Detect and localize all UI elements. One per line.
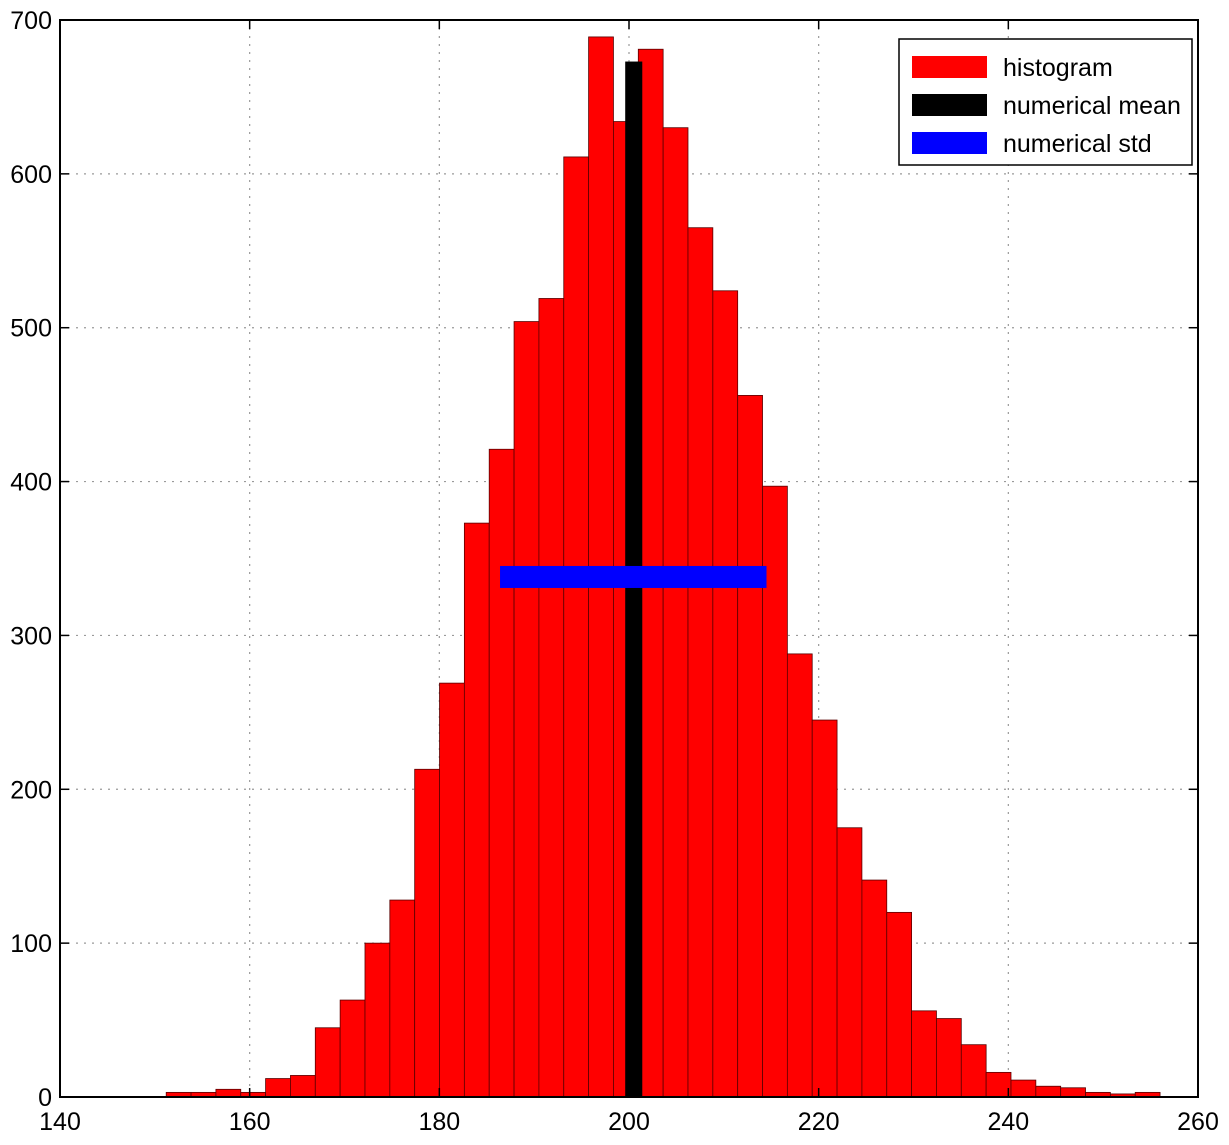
x-tick-label: 160 (229, 1108, 271, 1136)
histogram-bars (165, 36, 1161, 1098)
x-tick-label: 140 (39, 1108, 81, 1136)
histogram-bar (911, 1010, 937, 1098)
legend-swatch (912, 132, 987, 154)
histogram-bar (712, 290, 739, 1098)
y-tick-label: 500 (10, 315, 52, 343)
histogram-bar (314, 1027, 341, 1098)
legend-label: numerical std (1003, 130, 1152, 158)
histogram-bar (563, 156, 590, 1098)
histogram-bar (1010, 1079, 1037, 1098)
histogram-bar (364, 942, 391, 1098)
y-tick-label: 0 (38, 1084, 52, 1112)
histogram-bar (1035, 1085, 1062, 1098)
histogram-bar (936, 1018, 962, 1098)
histogram-bar (389, 899, 416, 1098)
histogram-bar (811, 719, 838, 1098)
std-interval-bar (500, 565, 767, 588)
histogram-bar (762, 485, 788, 1098)
histogram-bar (339, 999, 366, 1098)
histogram-bar (513, 321, 540, 1098)
x-tick-label: 240 (987, 1108, 1029, 1136)
histogram-bar (836, 827, 863, 1098)
histogram-bar (861, 879, 888, 1098)
histogram-bar (985, 1071, 1012, 1098)
y-tick-label: 700 (10, 7, 52, 35)
histogram-bar (414, 768, 440, 1098)
y-tick-label: 600 (10, 161, 52, 189)
histogram-bar (290, 1075, 316, 1098)
statistic-overlays (500, 61, 767, 1098)
histogram-bar (737, 395, 763, 1098)
x-tick-label: 260 (1177, 1108, 1219, 1136)
y-tick-label: 400 (10, 469, 52, 497)
histogram-bar (662, 127, 689, 1098)
histogram-bar (538, 298, 565, 1098)
y-tick-label: 300 (10, 622, 52, 650)
histogram-bar (215, 1088, 242, 1098)
x-tick-label: 220 (798, 1108, 840, 1136)
x-tick-label: 180 (418, 1108, 460, 1136)
histogram-bar (786, 653, 813, 1098)
legend-swatch (912, 94, 987, 116)
legend-swatch (912, 56, 987, 78)
y-tick-label: 200 (10, 776, 52, 804)
histogram-bar (687, 227, 714, 1098)
histogram-bar (463, 522, 490, 1098)
histogram-bar (265, 1078, 291, 1098)
histogram-bar (488, 448, 515, 1098)
histogram-bar (960, 1044, 987, 1098)
histogram-bar (886, 911, 913, 1098)
x-tick-label: 200 (608, 1108, 650, 1136)
legend-label: numerical mean (1003, 92, 1181, 120)
axis-ticks: 140 160 180 200 220 240 260 0 100 200 300 400 500 600… (10, 7, 1219, 1136)
legend-label: histogram (1003, 54, 1113, 82)
legend: histogram numerical mean numerical std (898, 38, 1193, 166)
histogram-bar (1060, 1087, 1086, 1098)
y-tick-label: 100 (10, 930, 52, 958)
histogram-bar (439, 682, 465, 1098)
